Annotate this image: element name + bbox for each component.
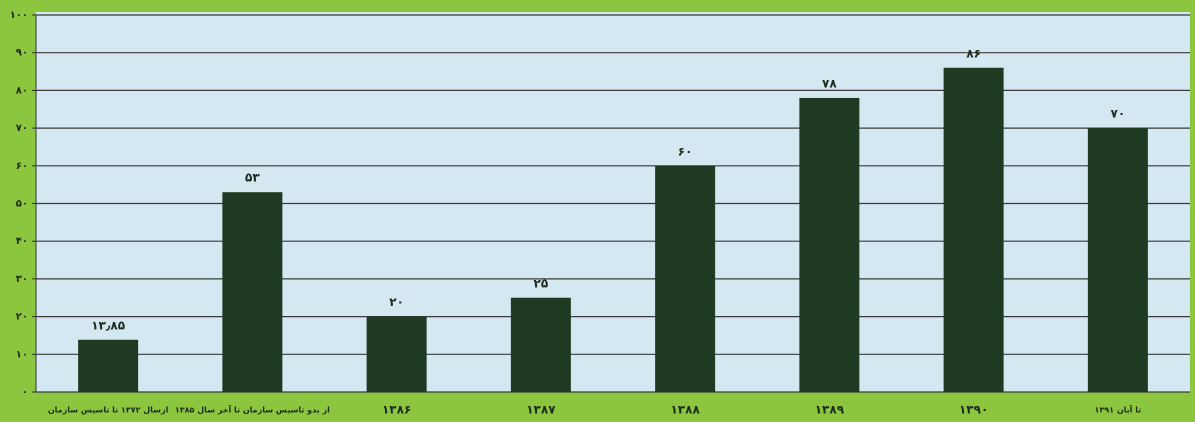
value-label: ۶۰: [678, 144, 693, 158]
bar: [366, 316, 427, 392]
x-tick-label: ۱۳۸۷: [526, 403, 556, 417]
value-label: ۷۸: [822, 76, 837, 90]
value-label: ۱۳٫۸۵: [91, 318, 125, 332]
x-tick-label: تا آبان ۱۳۹۱: [1095, 405, 1142, 415]
y-tick-label: ۶۰: [16, 161, 28, 172]
bar: [78, 339, 139, 392]
y-tick-label: ۸۰: [16, 85, 28, 96]
y-tick-label: ۲۰: [16, 312, 28, 323]
value-label: ۸۶: [966, 46, 981, 60]
x-tick-label: ازسال ۱۳۷۲ تا تاسیس سازمان: [48, 406, 169, 416]
bar: [222, 192, 283, 392]
x-tick-label: ۱۳۹۰: [959, 403, 988, 417]
value-label: ۲۵: [534, 276, 549, 290]
y-tick-label: ۰: [22, 387, 28, 398]
x-tick-label: ۱۳۸۶: [382, 403, 411, 417]
y-tick-label: ۹۰: [16, 48, 28, 59]
value-label: ۵۳: [245, 171, 260, 185]
y-tick-label: ۵۰: [16, 199, 28, 210]
bar: [943, 67, 1004, 392]
bar: [799, 97, 860, 392]
value-label: ۷۰: [1111, 107, 1126, 121]
plot-area: [36, 12, 1190, 392]
value-label: ۲۰: [389, 295, 404, 309]
x-tick-label: از بدو تاسیس سازمان تا آخر سال ۱۳۸۵: [175, 405, 330, 416]
y-tick-label: ۱۰۰: [10, 10, 28, 21]
bar: [510, 297, 571, 392]
bar: [655, 165, 716, 392]
y-tick-label: ۴۰: [16, 236, 28, 247]
y-tick-label: ۳۰: [16, 274, 28, 285]
y-tick-label: ۷۰: [16, 123, 28, 134]
y-tick-label: ۱۰: [16, 349, 28, 360]
x-tick-label: ۱۳۸۸: [670, 403, 700, 417]
x-tick-label: ۱۳۸۹: [815, 403, 845, 417]
bar: [1087, 128, 1148, 392]
